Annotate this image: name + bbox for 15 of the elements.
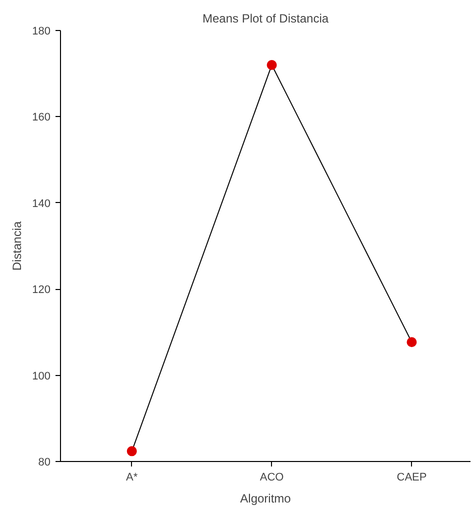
y-axis-title: Distancia bbox=[10, 220, 24, 271]
y-tick-label: 180 bbox=[32, 26, 51, 38]
y-tick-label: 140 bbox=[32, 198, 51, 210]
y-tick-label: 80 bbox=[38, 456, 51, 468]
x-tick-label: CAEP bbox=[396, 472, 427, 484]
point bbox=[406, 337, 417, 348]
y-tick-label: 100 bbox=[32, 370, 51, 382]
y-tick-label: 160 bbox=[32, 112, 51, 124]
y-tick-label: 120 bbox=[32, 284, 51, 296]
chart-title: Means Plot of Distancia bbox=[202, 12, 329, 26]
point bbox=[126, 446, 137, 456]
x-axis-title: Algoritmo bbox=[240, 492, 292, 506]
point bbox=[266, 60, 277, 70]
x-tick-label: ACO bbox=[260, 472, 284, 484]
x-tick-label: A* bbox=[126, 472, 138, 484]
